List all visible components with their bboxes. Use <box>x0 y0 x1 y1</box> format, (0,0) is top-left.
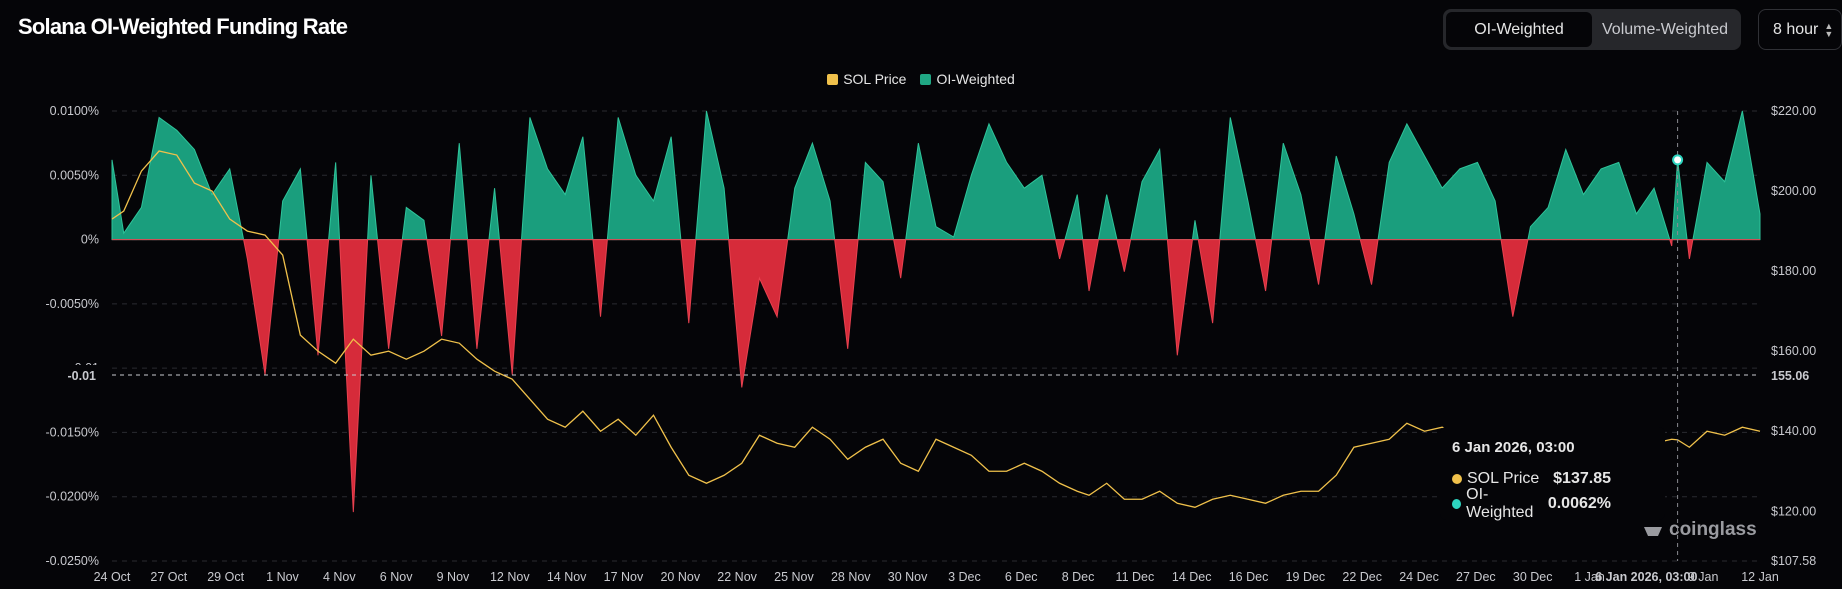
x-tick-label: 30 Nov <box>888 570 928 584</box>
chart-legend: SOL Price OI-Weighted <box>0 71 1842 87</box>
tooltip-label-sol-price: SOL Price <box>1467 469 1540 487</box>
page-title: Solana OI-Weighted Funding Rate <box>18 14 348 39</box>
x-tick-label: 9 Jan <box>1688 570 1719 584</box>
x-tick-label: 25 Nov <box>774 570 814 584</box>
chevron-updown-icon: ▲ ▼ <box>1824 20 1834 39</box>
x-tick-label: 9 Nov <box>437 570 470 584</box>
y-left-tick-label: 0.0100% <box>50 104 99 118</box>
crosshair-right-label: 155.06 <box>1771 369 1809 383</box>
y-left-tick-label: 0% <box>81 233 99 247</box>
x-tick-label: 8 Dec <box>1062 570 1095 584</box>
x-tick-label: 27 Dec <box>1456 570 1496 584</box>
y-left-tick-label: -0.0050% <box>45 297 99 311</box>
coinglass-watermark: coinglass <box>1643 519 1757 541</box>
x-tick-label: 11 Dec <box>1116 570 1155 584</box>
crosshair-point <box>1672 154 1684 166</box>
x-tick-label: 22 Nov <box>717 570 757 584</box>
x-tick-label: 29 Oct <box>207 570 244 584</box>
tooltip-value-oi-weighted: 0.0062% <box>1547 494 1611 512</box>
x-tick-label: 17 Nov <box>604 570 644 584</box>
y-right-tick-label: $160.00 <box>1771 344 1816 358</box>
interval-select[interactable]: 8 hour ▲ ▼ <box>1758 9 1842 50</box>
x-tick-label: 30 Dec <box>1513 570 1553 584</box>
tab-oi-weighted[interactable]: OI-Weighted <box>1446 12 1592 47</box>
x-tick-label: 20 Nov <box>660 570 700 584</box>
crosshair-left-label: -0.01 <box>68 369 97 383</box>
y-right-tick-label: $120.00 <box>1771 504 1816 518</box>
negative-funding-area <box>112 239 1760 513</box>
legend-item-sol-price[interactable]: SOL Price <box>827 71 906 87</box>
legend-label-sol-price: SOL Price <box>843 71 907 87</box>
tooltip-value-sol-price: $137.85 <box>1553 469 1611 487</box>
y-left-tick-label: 0.0050% <box>50 168 99 182</box>
tooltip-dot-sol-price <box>1452 473 1462 484</box>
y-left-tick-label: -0.0250% <box>45 554 99 568</box>
x-tick-label: 28 Nov <box>831 570 871 584</box>
crosshair-left-label-bg <box>62 365 106 385</box>
x-tick-label: 1 Jan <box>1574 570 1605 584</box>
legend-swatch-sol-price <box>827 73 839 85</box>
x-tick-label: 16 Dec <box>1229 570 1269 584</box>
legend-item-oi-weighted[interactable]: OI-Weighted <box>920 71 1015 87</box>
coinglass-logo-icon <box>1644 527 1662 536</box>
x-tick-label: 1 Nov <box>266 570 299 584</box>
x-tick-label: 14 Nov <box>547 570 587 584</box>
y-right-tick-label: $220.00 <box>1771 104 1816 118</box>
tab-volume-weighted[interactable]: Volume-Weighted <box>1602 20 1728 38</box>
legend-label-oi-weighted: OI-Weighted <box>936 71 1015 87</box>
interval-value: 8 hour <box>1773 20 1819 38</box>
x-tick-label: 12 Jan <box>1741 570 1779 584</box>
x-tick-label: 4 Nov <box>323 570 356 584</box>
x-tick-label: 22 Dec <box>1342 570 1382 584</box>
weighting-toggle: OI-Weighted Volume-Weighted <box>1443 9 1741 50</box>
chart-tooltip: 6 Jan 2026, 03:00 SOL Price $137.85 OI-W… <box>1440 427 1665 521</box>
y-left-tick-label: -0.0200% <box>45 490 99 504</box>
x-tick-label: 3 Dec <box>948 570 981 584</box>
x-tick-label: 27 Oct <box>150 570 187 584</box>
tooltip-row-sol-price: SOL Price $137.85 <box>1452 466 1649 491</box>
y-left-tick-label: -0.0150% <box>45 425 99 439</box>
y-right-tick-label: $140.00 <box>1771 424 1816 438</box>
tooltip-row-oi-weighted: OI-Weighted 0.0062% <box>1452 486 1649 521</box>
x-tick-label: 24 Dec <box>1399 570 1439 584</box>
x-tick-label: 6 Dec <box>1005 570 1038 584</box>
watermark-text: coinglass <box>1669 519 1757 540</box>
tooltip-dot-oi-weighted <box>1452 498 1462 509</box>
x-tick-label: 19 Dec <box>1286 570 1326 584</box>
x-tick-label: 14 Dec <box>1172 570 1212 584</box>
legend-swatch-oi-weighted <box>920 73 932 85</box>
y-right-tick-label: $107.58 <box>1771 554 1816 568</box>
x-tick-label: 6 Jan 2026, 03:00 <box>1595 570 1697 584</box>
y-right-tick-label: $200.00 <box>1771 184 1816 198</box>
tooltip-label-oi-weighted: OI-Weighted <box>1466 485 1534 521</box>
x-tick-label: 12 Nov <box>490 570 530 584</box>
x-tick-label: 24 Oct <box>94 570 131 584</box>
tooltip-title: 6 Jan 2026, 03:00 <box>1452 439 1575 456</box>
x-tick-label: 6 Nov <box>380 570 413 584</box>
y-right-tick-label: $180.00 <box>1771 264 1816 278</box>
